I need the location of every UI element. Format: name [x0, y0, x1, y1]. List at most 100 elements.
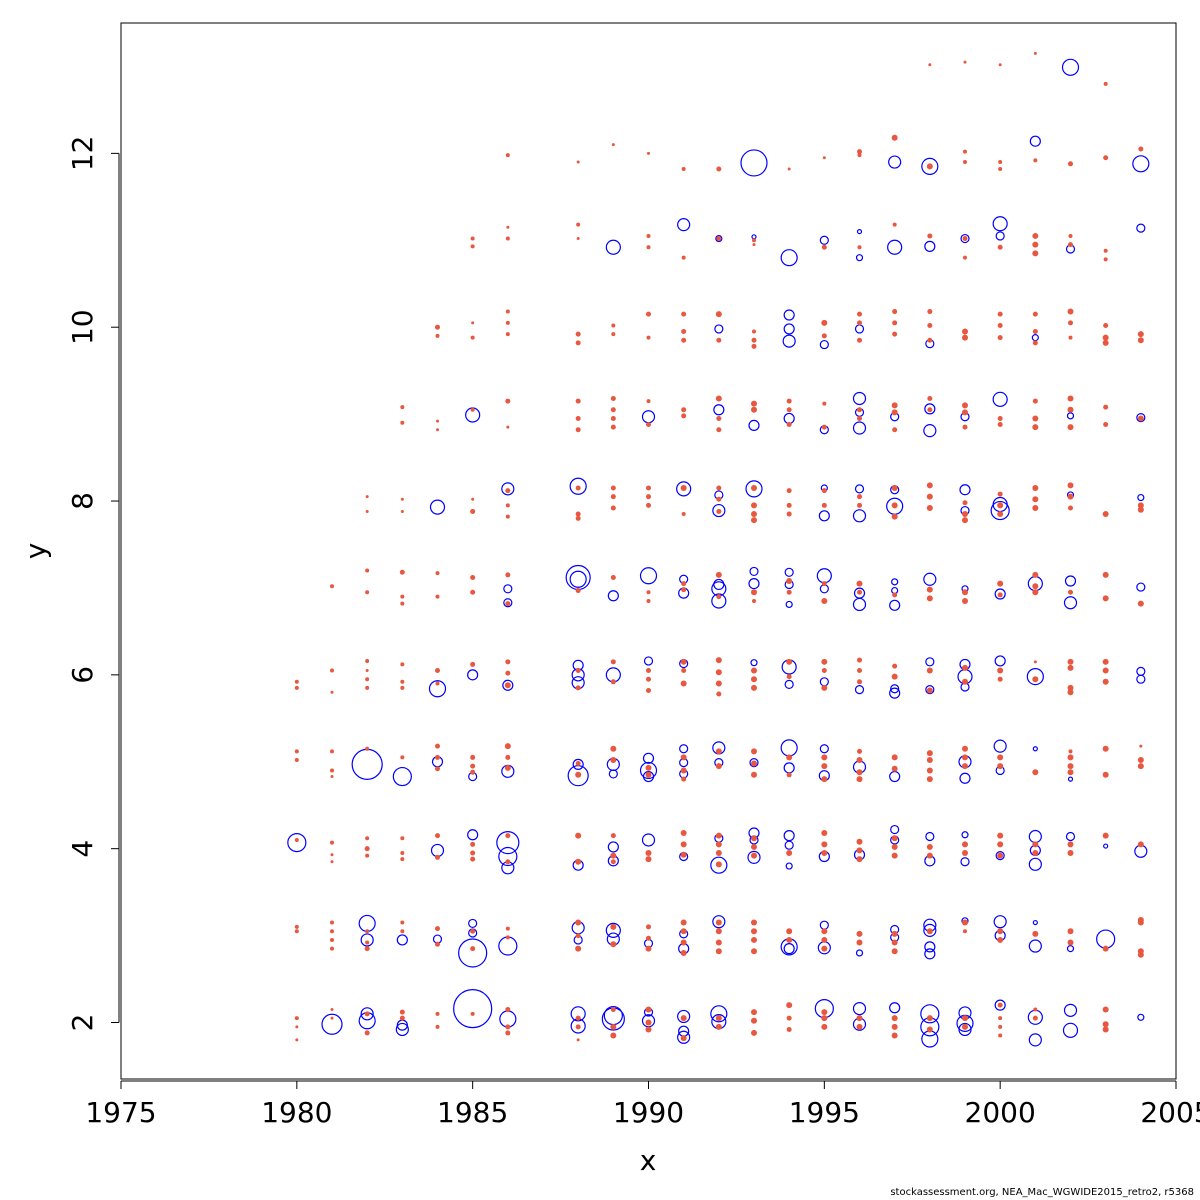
positive-residual-point — [751, 517, 757, 524]
negative-residual-point — [925, 685, 935, 695]
positive-residual-point — [716, 236, 722, 242]
positive-residual-point — [998, 1024, 1003, 1029]
positive-residual-point — [962, 500, 968, 506]
positive-residual-point — [821, 244, 827, 250]
positive-residual-point — [435, 754, 440, 760]
positive-residual-point — [998, 160, 1003, 165]
negative-residual-point — [780, 249, 798, 267]
positive-residual-point — [822, 401, 827, 406]
positive-residual-point — [1032, 589, 1039, 596]
positive-residual-point — [435, 324, 440, 330]
positive-residual-point — [891, 765, 898, 772]
positive-residual-point — [926, 687, 933, 694]
positive-residual-point — [997, 936, 1004, 943]
positive-residual-point — [470, 236, 475, 241]
positive-residual-point — [1137, 502, 1144, 509]
axes-layer: 1975 1980 1985 1990 1995 2000 2005 2 4 6 8 10 12 — [66, 136, 1200, 1129]
positive-residual-point — [926, 1015, 933, 1022]
positive-residual-point — [330, 937, 334, 942]
positive-residual-point — [715, 571, 722, 578]
positive-residual-point — [330, 946, 334, 951]
positive-residual-point — [506, 425, 510, 429]
positive-residual-point — [821, 776, 828, 783]
positive-residual-point — [505, 833, 511, 839]
positive-residual-point — [680, 830, 687, 837]
positive-residual-point — [857, 337, 862, 343]
positive-residual-point — [857, 668, 862, 674]
negative-residual-point — [992, 216, 1008, 232]
positive-residual-point — [610, 407, 616, 413]
positive-residual-point — [962, 664, 968, 671]
negative-residual-point — [958, 1022, 972, 1037]
negative-residual-point — [498, 936, 518, 956]
positive-residual-point — [891, 402, 898, 409]
negative-residual-point — [1136, 674, 1146, 684]
negative-residual-point — [783, 323, 795, 335]
positive-residual-point — [646, 422, 651, 428]
positive-residual-point — [294, 749, 299, 754]
positive-residual-point — [680, 851, 687, 858]
positive-residual-point — [471, 497, 475, 501]
positive-residual-point — [891, 513, 898, 520]
negative-residual-point — [889, 1002, 901, 1014]
negative-residual-point — [745, 480, 763, 498]
positive-residual-point — [821, 841, 828, 848]
positive-residual-point — [294, 929, 299, 934]
positive-residual-point — [400, 920, 405, 925]
positive-residual-point — [470, 1011, 475, 1016]
positive-residual-point — [786, 589, 792, 595]
positive-residual-point — [1067, 769, 1074, 776]
negative-residual-point — [458, 938, 488, 968]
negative-residual-point — [453, 988, 493, 1029]
positive-residual-point — [786, 674, 792, 680]
positive-residual-point — [645, 945, 652, 952]
positive-residual-point — [1137, 337, 1144, 344]
positive-residual-point — [1032, 504, 1039, 511]
negative-residual-point — [783, 412, 795, 425]
negative-residual-point — [960, 233, 970, 244]
positive-residual-point — [470, 928, 476, 934]
positive-residual-point — [751, 1009, 757, 1016]
positive-residual-point — [1067, 928, 1074, 935]
positive-residual-point — [330, 690, 334, 694]
negative-residual-point — [712, 915, 726, 929]
positive-residual-point — [786, 1026, 792, 1032]
positive-residual-point — [1103, 422, 1109, 428]
negative-residual-point — [676, 481, 692, 497]
positive-residual-point — [505, 935, 510, 940]
positive-residual-point — [610, 852, 617, 859]
positive-residual-point — [610, 757, 617, 764]
positive-residual-point — [364, 1030, 370, 1036]
positive-residual-point — [926, 493, 933, 500]
positive-residual-point — [891, 409, 898, 416]
positive-residual-point — [715, 748, 722, 755]
negative-residual-point — [641, 410, 656, 424]
positive-residual-point — [505, 572, 511, 578]
negative-residual-point — [569, 570, 587, 588]
positive-residual-point — [470, 244, 475, 249]
positive-residual-point — [680, 841, 687, 848]
positive-residual-point — [1137, 919, 1144, 926]
positive-residual-point — [330, 1016, 334, 1020]
positive-residual-point — [1103, 322, 1109, 328]
positive-residual-point — [998, 1016, 1003, 1021]
positive-residual-point — [1103, 155, 1109, 161]
positive-residual-point — [1032, 496, 1039, 503]
positive-residual-point — [470, 575, 476, 581]
negative-residual-point — [960, 857, 970, 867]
positive-residual-point — [997, 244, 1003, 250]
positive-residual-point — [330, 853, 334, 857]
positive-residual-point — [751, 676, 757, 683]
negative-residual-point — [750, 659, 758, 667]
positive-residual-point — [1067, 754, 1074, 761]
positive-residual-point — [786, 407, 792, 413]
negative-residual-point — [1064, 575, 1077, 587]
positive-residual-point — [681, 255, 686, 260]
positive-residual-point — [821, 1009, 828, 1016]
y-tick-label: 12 — [66, 136, 99, 172]
x-tick-label: 1975 — [85, 1096, 156, 1129]
positive-residual-point — [330, 860, 334, 864]
positive-residual-point — [716, 337, 722, 343]
positive-residual-point — [926, 504, 933, 511]
negative-residual-point — [785, 862, 793, 870]
